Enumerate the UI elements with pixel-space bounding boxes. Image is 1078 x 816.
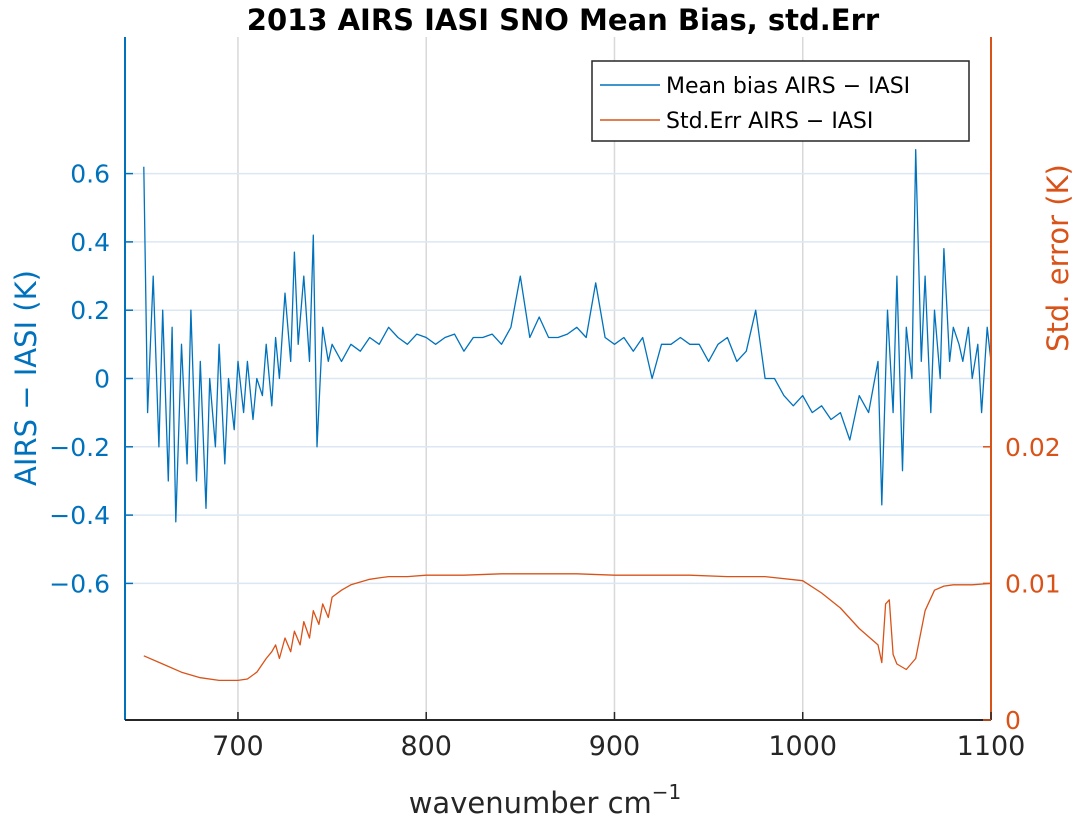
chart-title: 2013 AIRS IASI SNO Mean Bias, std.Err	[247, 3, 880, 37]
y-left-tick-label: 0.4	[70, 228, 110, 257]
x-axis-label: wavenumber cm−1	[409, 780, 682, 816]
plot-area: 700 800 900 1000 1100 0.6 0.4 0.2 0 −0.2 −0.4 −0.6 0…	[49, 37, 1061, 762]
y-left-tick-label: 0.6	[70, 160, 110, 189]
y-left-tick-label: −0.4	[49, 501, 110, 530]
x-tick-label: 900	[589, 731, 641, 762]
y-left-tick-label: 0	[94, 365, 110, 394]
x-tick-label: 1000	[768, 731, 837, 762]
x-tick-label: 800	[400, 731, 452, 762]
legend: Mean bias AIRS − IASI Std.Err AIRS − IAS…	[591, 60, 970, 142]
x-tick-label: 700	[212, 731, 264, 762]
y-axis-label-left: AIRS − IASI (K)	[9, 270, 43, 486]
y-right-tick-label: 0	[1005, 706, 1021, 735]
y-right-tick-label: 0.02	[1005, 433, 1061, 462]
series-line-mean-bias	[143, 149, 992, 523]
legend-entry-std-err: Std.Err AIRS − IASI	[666, 109, 873, 134]
x-axis-label-superscript: −1	[652, 780, 681, 804]
y-right-tick-label: 0.01	[1005, 569, 1061, 598]
x-axis-label-main: wavenumber cm	[409, 786, 652, 816]
x-tick-label: 1100	[957, 731, 1026, 762]
legend-box	[591, 60, 970, 142]
y-left-tick-label: −0.2	[49, 433, 110, 462]
tick-labels: 700 800 900 1000 1100 0.6 0.4 0.2 0 −0.2 −0.4 −0.6 0…	[49, 160, 1060, 762]
y-axis-label-right: Std. error (K)	[1041, 164, 1075, 352]
legend-entry-mean-bias: Mean bias AIRS − IASI	[666, 74, 910, 99]
series-line-std-err	[143, 573, 992, 682]
y-left-tick-label: 0.2	[70, 296, 110, 325]
y-left-tick-label: −0.6	[49, 569, 110, 598]
series-layer	[143, 149, 992, 682]
